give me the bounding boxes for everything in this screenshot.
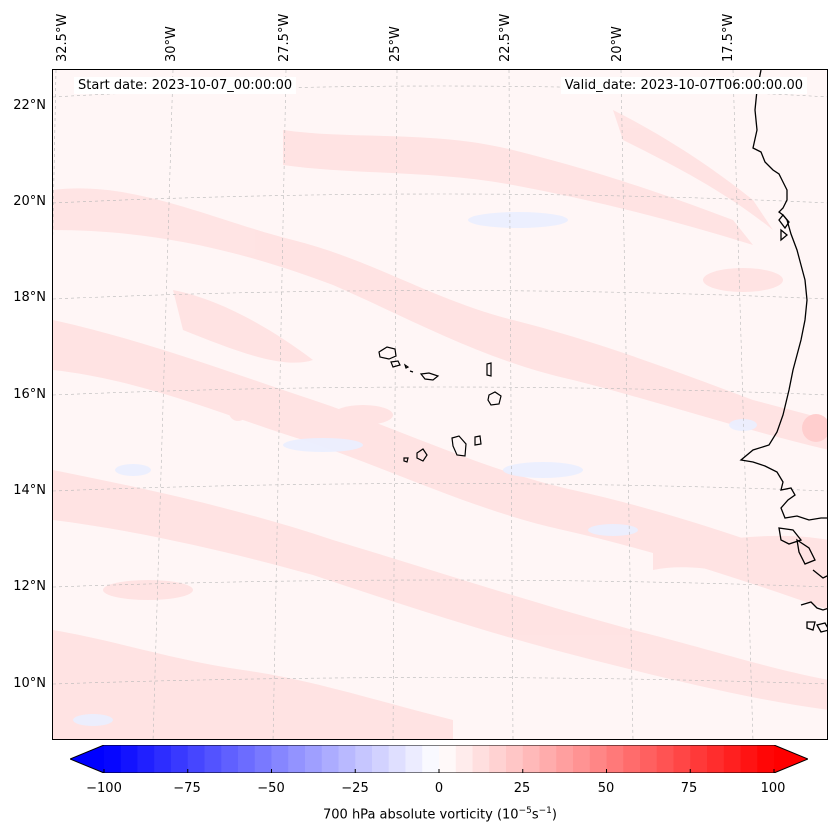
colorbar-title-exp-a: −5 xyxy=(518,806,532,816)
lat-label-12n: 12°N xyxy=(13,579,46,594)
colorbar-segment xyxy=(171,745,189,773)
colorbar-title-mid: s xyxy=(531,807,539,823)
vorticity-field xyxy=(53,110,827,739)
colorbar-segment xyxy=(120,745,139,773)
start-date-label: Start date: 2023-10-07_00:00:00 xyxy=(74,77,297,94)
colorbar-segment xyxy=(204,745,222,773)
colorbar-segment xyxy=(104,745,122,773)
colorbar-segment xyxy=(405,745,423,773)
african-coastline xyxy=(739,70,827,633)
colorbar-extend-max-arrow xyxy=(774,745,808,773)
lon-label-32-5w: 32.5°W xyxy=(55,13,70,62)
colorbar-tick-label: −100 xyxy=(86,781,122,796)
colorbar-segment xyxy=(539,745,557,773)
colorbar-segment xyxy=(372,745,390,773)
colorbar-segment xyxy=(556,745,574,773)
colorbar-segment xyxy=(388,745,407,773)
colorbar-segment xyxy=(656,745,675,773)
colorbar-tick-label: 75 xyxy=(680,781,698,796)
colorbar-segment xyxy=(305,745,323,773)
colorbar-segment xyxy=(321,745,340,773)
lat-label-16n: 16°N xyxy=(13,387,46,402)
lat-label-20n: 20°N xyxy=(13,194,46,209)
colorbar-segment xyxy=(238,745,256,773)
colorbar-segment xyxy=(472,745,490,773)
colorbar-segment xyxy=(522,745,541,773)
colorbar-segment xyxy=(640,745,658,773)
colorbar-segment xyxy=(740,745,758,773)
map-canvas xyxy=(53,70,827,739)
colorbar-title-end: ) xyxy=(551,807,557,823)
colorbar-segment xyxy=(589,745,608,773)
valid-date-label: Valid_date: 2023-10-07T06:00:00.00 xyxy=(560,77,807,94)
colorbar-segment xyxy=(757,745,775,773)
colorbar-segment xyxy=(338,745,356,773)
lat-label-14n: 14°N xyxy=(13,483,46,498)
lat-label-22n: 22°N xyxy=(13,98,46,113)
lon-label-27-5w: 27.5°W xyxy=(277,13,292,62)
colorbar-segment xyxy=(422,745,440,773)
lon-label-17-5w: 17.5°W xyxy=(721,13,736,62)
colorbar-segment xyxy=(154,745,172,773)
lon-label-20w: 20°W xyxy=(610,26,625,62)
colorbar-segment xyxy=(690,745,708,773)
colorbar-title-text: 700 hPa absolute vorticity (10 xyxy=(323,807,519,823)
colorbar-tick-label: −75 xyxy=(173,781,201,796)
colorbar-segment xyxy=(506,745,524,773)
lat-label-18n: 18°N xyxy=(13,290,46,305)
colorbar-tick-label: −25 xyxy=(341,781,369,796)
colorbar-segment xyxy=(288,745,306,773)
colorbar-segment xyxy=(271,745,289,773)
colorbar-tick-label: −50 xyxy=(257,781,285,796)
colorbar-tick-label: 50 xyxy=(597,781,615,796)
colorbar-segment xyxy=(355,745,373,773)
colorbar-tick-label: 25 xyxy=(513,781,531,796)
colorbar-segment xyxy=(723,745,742,773)
colorbar-segment xyxy=(221,745,239,773)
negative-vorticity-patches xyxy=(73,212,757,726)
colorbar-tick-label: 0 xyxy=(434,781,444,796)
colorbar-segment xyxy=(455,745,474,773)
colorbar-tick-label: 100 xyxy=(760,781,786,796)
lon-label-22-5w: 22.5°W xyxy=(498,13,513,62)
colorbar-segment xyxy=(187,745,206,773)
cape-verde-islands xyxy=(378,346,502,463)
colorbar-segment xyxy=(254,745,273,773)
colorbar-title: 700 hPa absolute vorticity (10−5s−1) xyxy=(0,806,837,822)
colorbar-segment xyxy=(573,745,591,773)
colorbar-segment xyxy=(623,745,641,773)
lat-label-10n: 10°N xyxy=(13,676,46,691)
colorbar-segment xyxy=(137,745,155,773)
colorbar-segment xyxy=(439,745,457,773)
lon-label-30w: 30°W xyxy=(164,26,179,62)
colorbar-segment xyxy=(673,745,691,773)
colorbar xyxy=(70,745,808,773)
lon-label-25w: 25°W xyxy=(388,26,403,62)
vorticity-map xyxy=(52,69,828,740)
colorbar-segment xyxy=(707,745,725,773)
colorbar-segment xyxy=(489,745,507,773)
colorbar-segment xyxy=(606,745,624,773)
colorbar-title-exp-b: −1 xyxy=(538,806,552,816)
colorbar-extend-min-arrow xyxy=(70,745,104,773)
colorbar-bar xyxy=(70,745,808,773)
